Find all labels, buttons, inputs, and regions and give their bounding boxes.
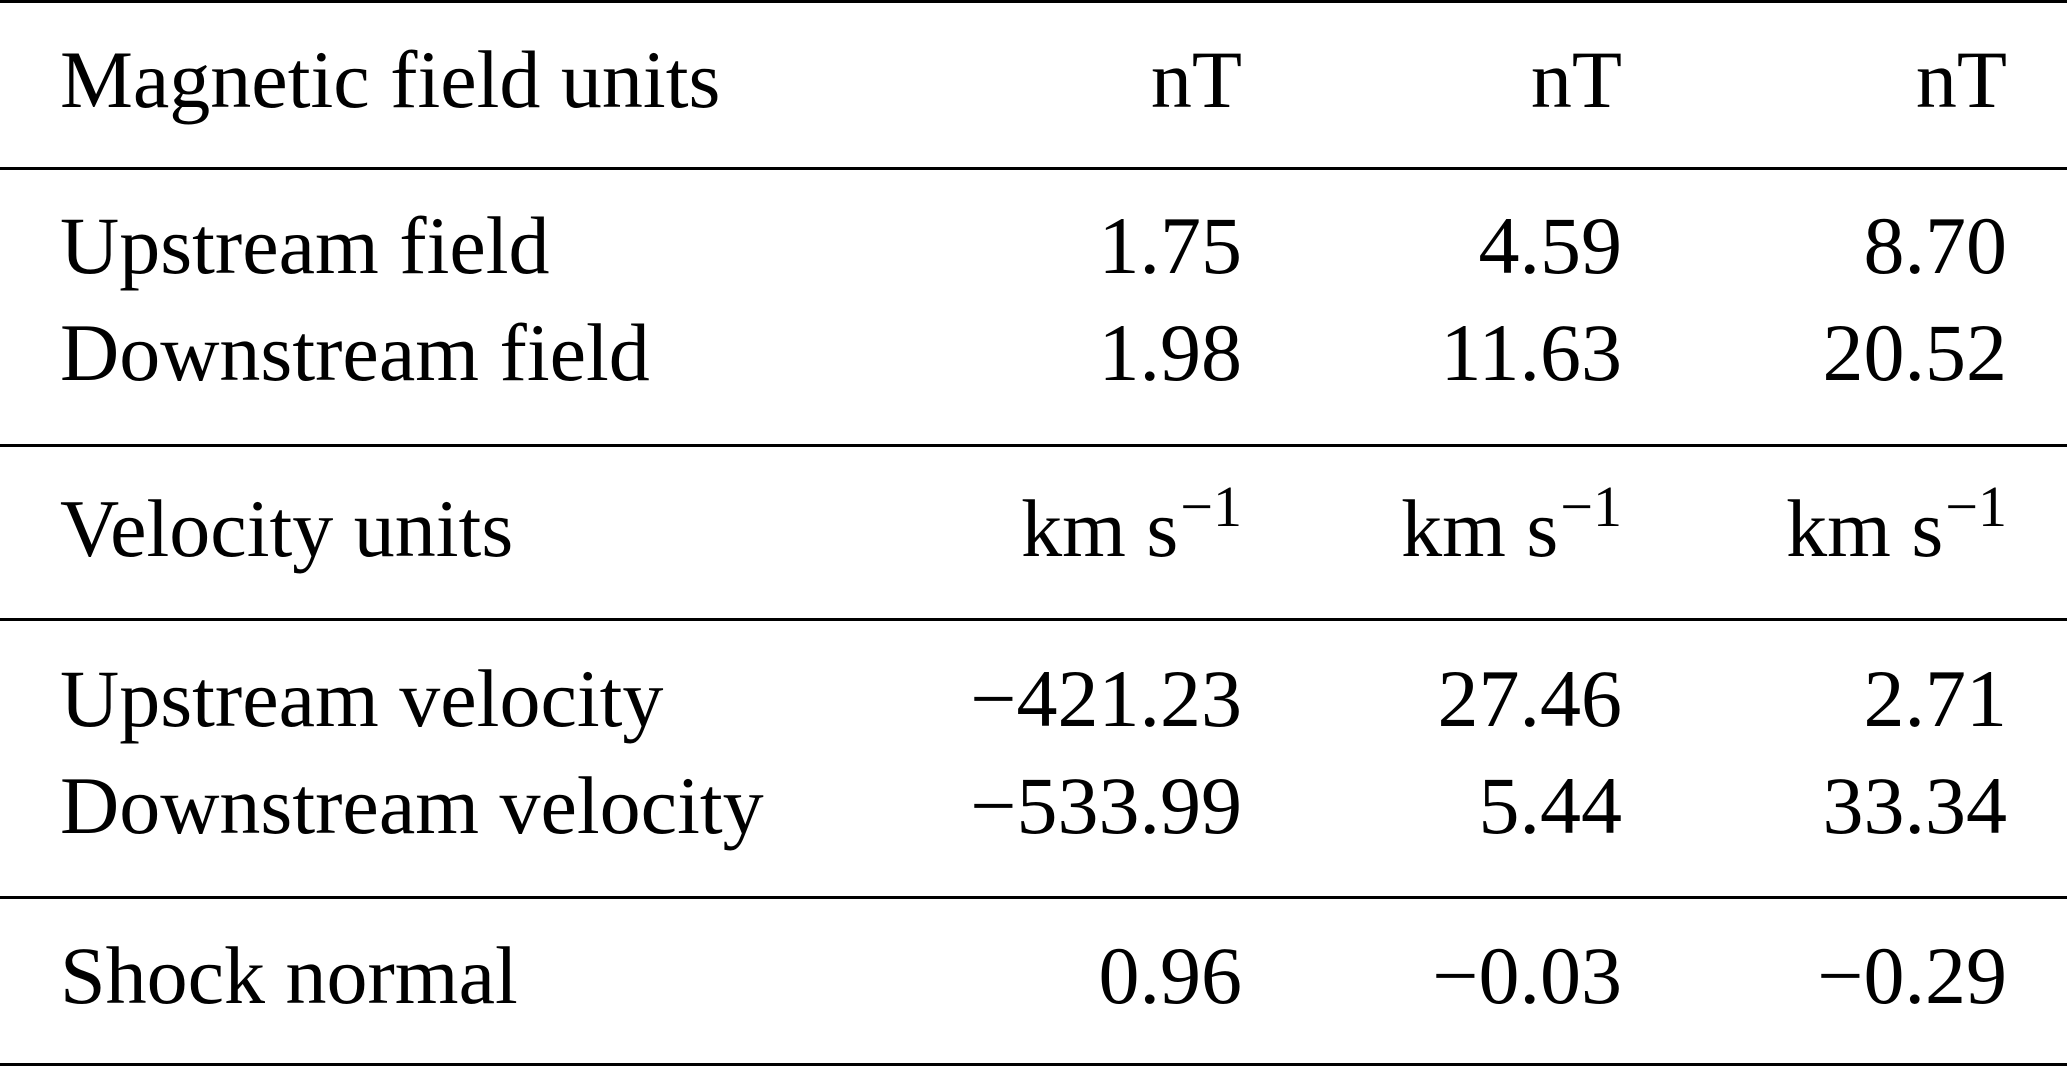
cell-col3: 33.34 — [1822, 760, 2008, 851]
bottom-rule — [0, 1063, 2067, 1066]
velocity-unit-col1: km s−1 — [1021, 474, 1242, 583]
cell-col3: 8.70 — [1863, 200, 2008, 291]
cell-col1: 0.96 — [1098, 930, 1243, 1021]
row-label: Downstream field — [60, 307, 650, 398]
cell-col2: −0.03 — [1432, 930, 1622, 1021]
velocity-units-row: Velocity units km s−1 km s−1 km s−1 — [0, 474, 2067, 583]
unit-exponent: −1 — [1560, 474, 1622, 539]
velocity-unit-col3: km s−1 — [1786, 474, 2007, 583]
cell-col3: 20.52 — [1822, 307, 2008, 398]
cell-col1: 1.75 — [1098, 200, 1243, 291]
unit-exponent: −1 — [1945, 474, 2007, 539]
row-label: Downstream velocity — [60, 760, 764, 851]
magnetic-units-label: Magnetic field units — [60, 34, 721, 125]
cell-col3: −0.29 — [1817, 930, 2007, 1021]
velocity-unit-col2: km s−1 — [1401, 474, 1622, 583]
cell-col1: −421.23 — [970, 653, 1242, 744]
magnetic-unit-col2: nT — [1530, 34, 1622, 125]
cell-col2: 4.59 — [1478, 200, 1623, 291]
velocity-units-label: Velocity units — [60, 483, 514, 574]
cell-col2: 5.44 — [1478, 760, 1623, 851]
table-row: Upstream velocity −421.23 27.46 2.71 — [0, 645, 2067, 753]
cell-col1: 1.98 — [1098, 307, 1243, 398]
cell-col2: 11.63 — [1440, 307, 1622, 398]
table-row: Downstream field 1.98 11.63 20.52 — [0, 299, 2067, 407]
table-row: Upstream field 1.75 4.59 8.70 — [0, 192, 2067, 300]
table-row: Shock normal 0.96 −0.03 −0.29 — [0, 922, 2067, 1030]
magnetic-unit-col3: nT — [1915, 34, 2007, 125]
row-label: Shock normal — [60, 930, 518, 1021]
velocity-header-rule — [0, 618, 2067, 621]
unit-base: km s — [1786, 483, 1944, 574]
cell-col1: −533.99 — [970, 760, 1242, 851]
unit-exponent: −1 — [1180, 474, 1242, 539]
table-row: Downstream velocity −533.99 5.44 33.34 — [0, 752, 2067, 860]
unit-base: km s — [1021, 483, 1179, 574]
magnetic-units-row: Magnetic field units nT nT nT — [0, 26, 2067, 134]
top-rule — [0, 0, 2067, 3]
row-label: Upstream velocity — [60, 653, 664, 744]
magnetic-unit-col1: nT — [1150, 34, 1242, 125]
magnetic-header-rule — [0, 167, 2067, 170]
velocity-section-rule — [0, 896, 2067, 899]
row-label: Upstream field — [60, 200, 550, 291]
unit-base: km s — [1401, 483, 1559, 574]
cell-col2: 27.46 — [1437, 653, 1623, 744]
cell-col3: 2.71 — [1863, 653, 2008, 744]
magnetic-section-rule — [0, 444, 2067, 447]
